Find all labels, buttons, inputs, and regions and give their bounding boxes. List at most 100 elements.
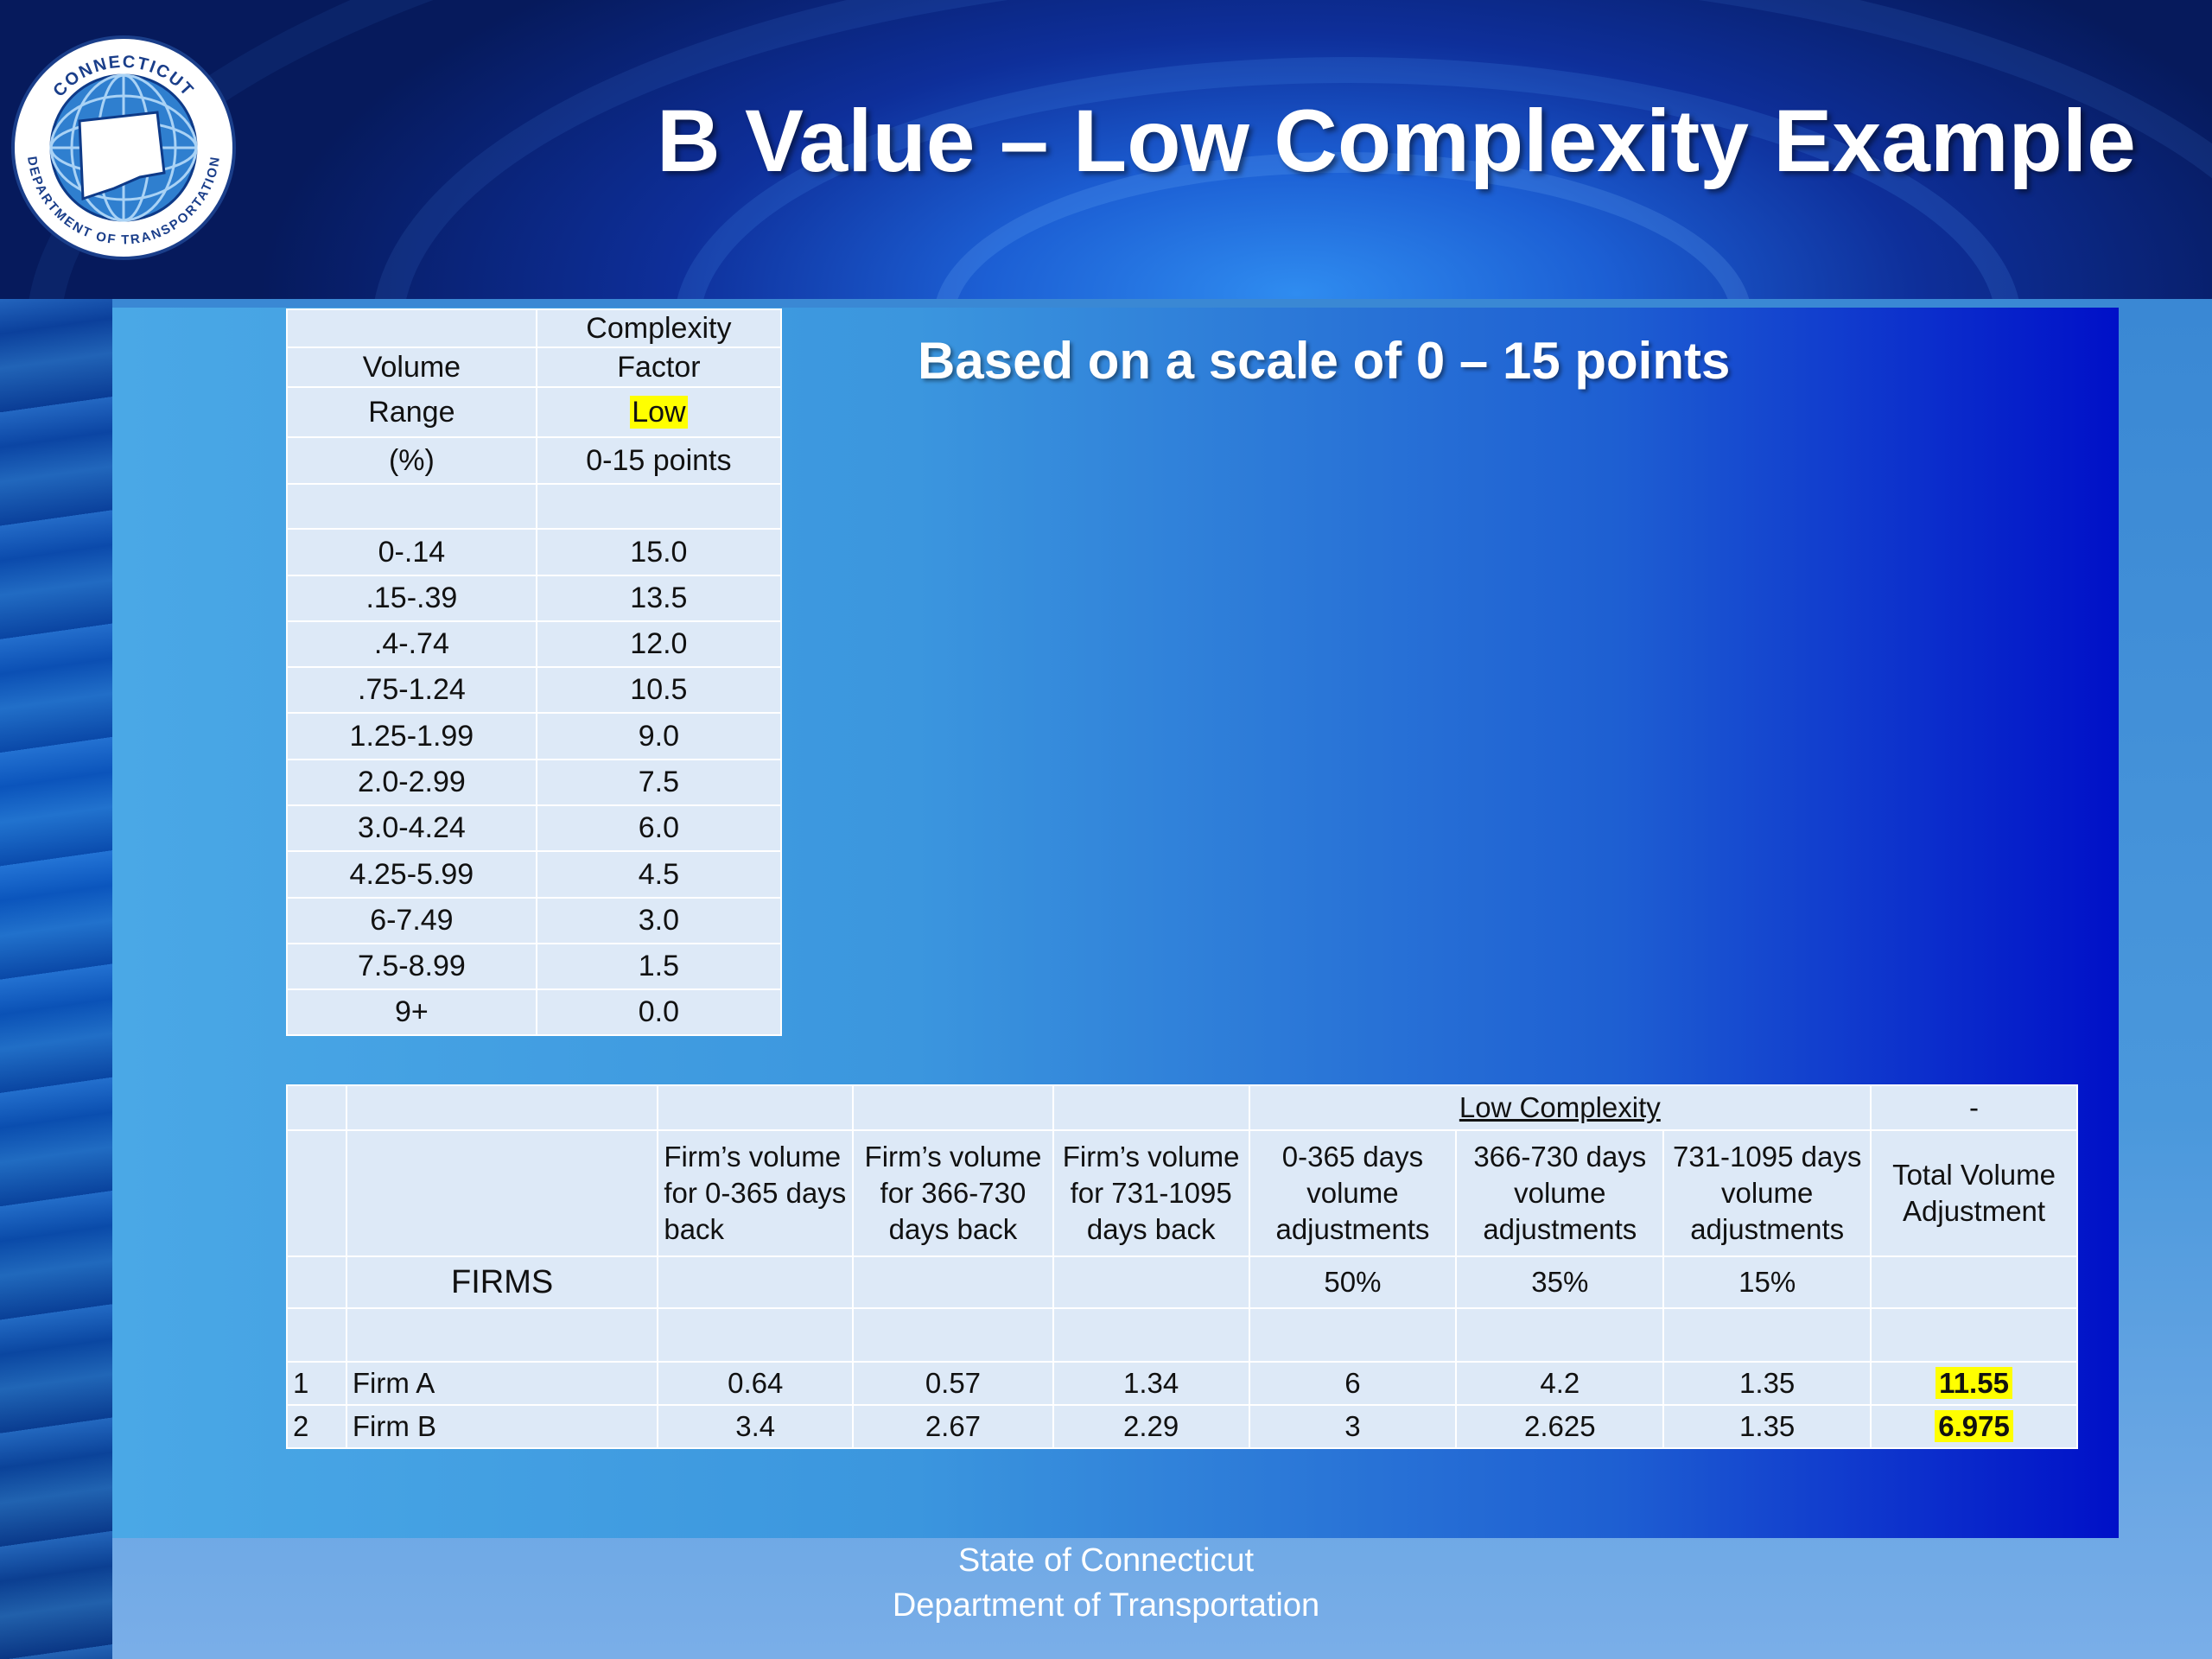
- range-cell: .75-1.24: [286, 666, 537, 714]
- table-row: Low Complexity -: [286, 1084, 2078, 1131]
- value-cell: 2.29: [1052, 1404, 1250, 1449]
- value-cell: 0.64: [657, 1361, 855, 1406]
- factor-cell: 3.0: [535, 897, 783, 944]
- empty-cell: [286, 1255, 347, 1309]
- total-highlight: 6.975: [1935, 1410, 2013, 1442]
- header-cell: 0-15 points: [535, 436, 783, 485]
- empty-cell: [1870, 1255, 2078, 1309]
- table-row: 6-7.49 3.0: [286, 897, 783, 944]
- weight-cell: 15%: [1662, 1255, 1872, 1309]
- empty-cell: [1870, 1307, 2078, 1363]
- factor-cell: 7.5: [535, 759, 783, 806]
- factor-cell: 9.0: [535, 712, 783, 760]
- empty-cell: [286, 1307, 347, 1363]
- range-cell: 7.5-8.99: [286, 943, 537, 990]
- range-cell: 1.25-1.99: [286, 712, 537, 760]
- row-number: 2: [286, 1404, 347, 1449]
- firm-name: Firm A: [345, 1361, 659, 1406]
- total-cell: 11.55: [1870, 1361, 2078, 1406]
- row-number: 1: [286, 1361, 347, 1406]
- empty-cell: [345, 1129, 659, 1257]
- table-row: 2.0-2.99 7.5: [286, 759, 783, 806]
- table-row: .4-.74 12.0: [286, 620, 783, 668]
- empty-cell: [1248, 1307, 1458, 1363]
- weight-cell: 50%: [1248, 1255, 1458, 1309]
- table-row: [286, 1307, 2078, 1363]
- factor-cell: 15.0: [535, 528, 783, 576]
- empty-cell: [286, 483, 537, 530]
- total-highlight: 11.55: [1936, 1367, 2012, 1399]
- value-cell: 3: [1248, 1404, 1458, 1449]
- range-cell: .15-.39: [286, 575, 537, 622]
- table-row: Volume Factor: [286, 346, 783, 388]
- table-row: 2 Firm B 3.4 2.67 2.29 3 2.625 1.35 6.97…: [286, 1404, 2078, 1449]
- header-cell: Volume: [286, 346, 537, 388]
- column-header: 731-1095 days volume adjustments: [1662, 1129, 1872, 1257]
- empty-cell: [1052, 1084, 1250, 1131]
- value-cell: 2.67: [852, 1404, 1054, 1449]
- factor-cell: 6.0: [535, 804, 783, 852]
- low-complexity-header: Low Complexity: [1459, 1091, 1661, 1123]
- slide-title: B Value – Low Complexity Example: [657, 92, 2136, 190]
- range-cell: 2.0-2.99: [286, 759, 537, 806]
- empty-cell: [852, 1084, 1054, 1131]
- firms-volume-table: Low Complexity - Firm’s volume for 0-365…: [286, 1084, 2078, 1449]
- empty-cell: [1662, 1307, 1872, 1363]
- value-cell: 1.35: [1662, 1361, 1872, 1406]
- header-cell: (%): [286, 436, 537, 485]
- table-row: (%) 0-15 points: [286, 436, 783, 485]
- scale-subtitle: Based on a scale of 0 – 15 points: [918, 332, 1731, 390]
- factor-cell: 12.0: [535, 620, 783, 668]
- header-cell: Low: [535, 386, 783, 438]
- table-row: Range Low: [286, 386, 783, 438]
- firms-label: FIRMS: [345, 1255, 659, 1309]
- empty-cell: [345, 1307, 659, 1363]
- empty-cell: [1052, 1255, 1250, 1309]
- low-highlight: Low: [630, 395, 688, 429]
- range-cell: 9+: [286, 988, 537, 1036]
- factor-cell: 0.0: [535, 988, 783, 1036]
- empty-cell: [1052, 1307, 1250, 1363]
- empty-cell: [345, 1084, 659, 1131]
- empty-cell: [852, 1307, 1054, 1363]
- factor-cell: 1.5: [535, 943, 783, 990]
- table-row: 1 Firm A 0.64 0.57 1.34 6 4.2 1.35 11.55: [286, 1361, 2078, 1406]
- empty-cell: [286, 1129, 347, 1257]
- empty-cell: [1455, 1307, 1665, 1363]
- weight-cell: 35%: [1455, 1255, 1665, 1309]
- value-cell: 2.625: [1455, 1404, 1665, 1449]
- empty-cell: [657, 1255, 855, 1309]
- table-row: 3.0-4.24 6.0: [286, 804, 783, 852]
- column-header: Firm’s volume for 731-1095 days back: [1052, 1129, 1250, 1257]
- total-cell: 6.975: [1870, 1404, 2078, 1449]
- range-cell: 0-.14: [286, 528, 537, 576]
- empty-cell: [657, 1307, 855, 1363]
- value-cell: 1.34: [1052, 1361, 1250, 1406]
- value-cell: 6: [1248, 1361, 1458, 1406]
- value-cell: 4.2: [1455, 1361, 1665, 1406]
- range-cell: 6-7.49: [286, 897, 537, 944]
- firm-name: Firm B: [345, 1404, 659, 1449]
- factor-cell: 10.5: [535, 666, 783, 714]
- table-row: Firm’s volume for 0-365 days back Firm’s…: [286, 1129, 2078, 1257]
- column-header: 0-365 days volume adjustments: [1248, 1129, 1458, 1257]
- range-cell: .4-.74: [286, 620, 537, 668]
- table-row: .15-.39 13.5: [286, 575, 783, 622]
- empty-cell: [535, 483, 783, 530]
- water-strip-decoration: [0, 299, 112, 1659]
- factor-cell: 13.5: [535, 575, 783, 622]
- header-cell: Factor: [535, 346, 783, 388]
- group-header-cell: Low Complexity: [1248, 1084, 1872, 1131]
- table-row: 1.25-1.99 9.0: [286, 712, 783, 760]
- table-row: FIRMS 50% 35% 15%: [286, 1255, 2078, 1309]
- value-cell: 1.35: [1662, 1404, 1872, 1449]
- value-cell: 0.57: [852, 1361, 1054, 1406]
- table-row: 9+ 0.0: [286, 988, 783, 1036]
- table-row: [286, 483, 783, 530]
- table-row: Complexity: [286, 308, 783, 348]
- dash-cell: -: [1870, 1084, 2078, 1131]
- footer-line-2: Department of Transportation: [892, 1587, 1320, 1624]
- empty-cell: [852, 1255, 1054, 1309]
- range-cell: 3.0-4.24: [286, 804, 537, 852]
